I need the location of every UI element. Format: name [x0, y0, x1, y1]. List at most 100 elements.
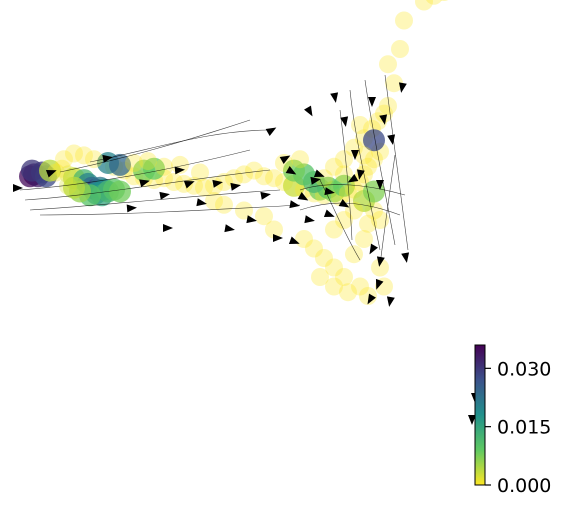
scatter-point: [63, 176, 85, 199]
scatter-point: [295, 230, 313, 248]
scatter-point: [191, 163, 209, 182]
streamline: [339, 109, 353, 241]
scatter-point: [305, 239, 323, 258]
stream-arrow: [139, 179, 150, 188]
scatter-point: [355, 146, 373, 165]
scatter-point: [339, 283, 357, 302]
stream-arrow: [183, 180, 195, 189]
stream-arrow: [324, 187, 335, 196]
scatter-point: [351, 277, 369, 296]
scatter-point: [335, 211, 353, 229]
scatter-point: [139, 152, 157, 171]
streamline: [379, 154, 396, 266]
stream-arrow: [398, 82, 407, 93]
scatter-point: [291, 150, 309, 169]
stream-arrow: [45, 169, 57, 178]
scatter-point: [391, 40, 409, 58]
stream-arrow: [159, 191, 170, 200]
stream-arrow: [304, 215, 315, 224]
stream-arrow: [313, 169, 325, 178]
stream-arrow: [351, 150, 359, 160]
scatter-point: [359, 287, 377, 305]
stream-arrow: [310, 176, 321, 185]
scatter-point: [235, 165, 253, 184]
streamline: [319, 179, 361, 261]
scatter-point: [335, 165, 353, 184]
scatter-point: [379, 97, 397, 115]
scatter-point: [335, 268, 353, 286]
scatter-point: [245, 161, 263, 180]
scatter-point: [325, 157, 343, 176]
scatter-point: [205, 192, 223, 210]
scatter-point: [439, 0, 449, 1]
stream-arrow: [163, 224, 173, 232]
streamline: [299, 202, 401, 216]
streamline: [29, 189, 281, 211]
streamline: [24, 169, 271, 201]
scatter-point: [325, 220, 343, 239]
scatter-point: [47, 163, 65, 182]
stream-arrow: [265, 127, 277, 136]
stream-arrow: [375, 278, 384, 290]
scatter-point: [195, 178, 213, 197]
stream-arrow: [224, 224, 235, 233]
colorbar-tick-label: 0.000: [497, 475, 551, 497]
scatter-point: [371, 211, 389, 229]
scatter-point: [235, 201, 253, 220]
stream-arrow: [288, 236, 300, 245]
stream-arrow: [387, 134, 396, 145]
stream-arrow: [340, 116, 349, 127]
scatter-point: [125, 154, 143, 172]
scatter-point: [339, 184, 357, 203]
scatter-point: [325, 277, 343, 296]
scatter-point: [345, 201, 363, 220]
scatter-point: [175, 174, 193, 193]
stream-arrow: [376, 180, 384, 190]
stream-arrow: [289, 200, 300, 209]
stream-arrow: [212, 179, 223, 188]
stream-arrow: [379, 114, 388, 125]
scatter-point: [363, 129, 385, 152]
colorbar-gradient: [474, 344, 486, 486]
stream-arrow: [369, 243, 378, 255]
stream-arrow: [368, 97, 376, 107]
scatter-point: [265, 169, 283, 188]
streamline: [349, 89, 381, 251]
stream-arrow: [330, 92, 339, 103]
scatter-point: [311, 268, 329, 286]
scatter-points: [19, 0, 449, 305]
stream-arrow: [126, 204, 137, 213]
scatter-point: [325, 258, 343, 277]
scatter-point: [59, 176, 77, 195]
streamlines: [19, 74, 409, 266]
scatter-point: [375, 104, 393, 123]
scatter-point: [385, 74, 403, 93]
colorbar: 0.000 0.015 0.030: [474, 344, 551, 497]
stream-arrow: [102, 154, 113, 163]
scatter-point: [255, 167, 273, 186]
stream-arrow: [376, 256, 385, 267]
scatter-point: [215, 173, 233, 191]
scatter-point: [109, 153, 131, 176]
scatter-point: [359, 214, 377, 233]
stream-arrow: [323, 209, 335, 218]
streamline: [384, 74, 409, 251]
stream-arrow: [246, 215, 257, 224]
stream-arrow: [356, 169, 365, 180]
colorbar-tick-label: 0.030: [497, 358, 551, 380]
streamline: [19, 149, 251, 191]
scatter-point: [75, 146, 93, 165]
streamline: [364, 79, 396, 246]
scatter-point: [109, 180, 131, 203]
scatter-point: [365, 150, 383, 169]
stream-arrow: [174, 166, 185, 175]
stream-arrow: [260, 191, 271, 200]
scatter-point: [255, 207, 273, 226]
scatter-point: [371, 258, 389, 277]
scatter-point: [21, 159, 43, 182]
scatter-point: [55, 150, 73, 169]
scatter-point: [415, 0, 433, 11]
stream-arrow: [468, 415, 476, 425]
scatter-point: [345, 138, 363, 157]
